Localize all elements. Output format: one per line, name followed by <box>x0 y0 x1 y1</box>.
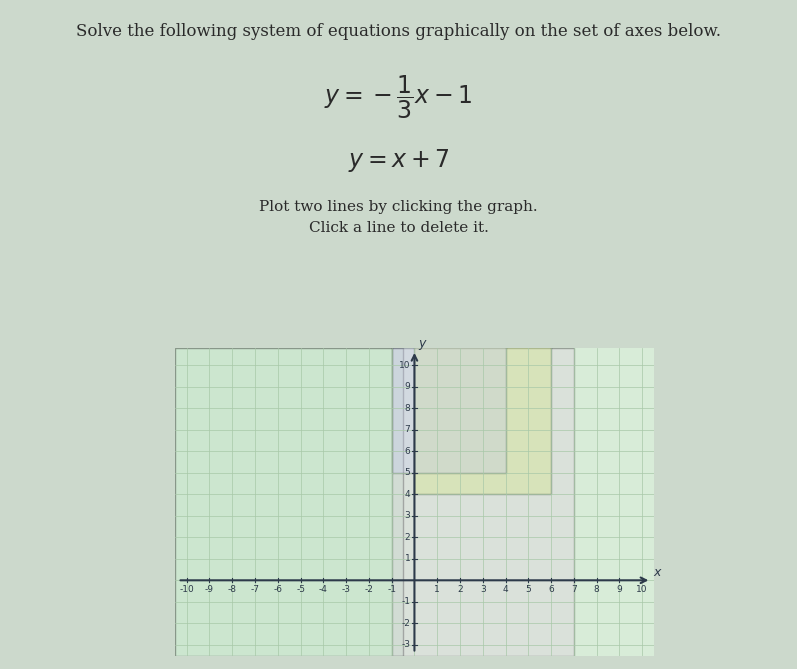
Text: $y = x + 7$: $y = x + 7$ <box>347 147 450 174</box>
Text: 5: 5 <box>405 468 410 477</box>
Text: -3: -3 <box>402 640 410 650</box>
Text: -9: -9 <box>205 585 214 594</box>
Text: 3: 3 <box>405 511 410 520</box>
Text: -3: -3 <box>342 585 351 594</box>
Text: 8: 8 <box>594 585 599 594</box>
Text: 8: 8 <box>405 403 410 413</box>
Text: -4: -4 <box>319 585 328 594</box>
Text: 9: 9 <box>405 382 410 391</box>
FancyBboxPatch shape <box>414 344 551 494</box>
FancyBboxPatch shape <box>391 348 574 656</box>
Text: -6: -6 <box>273 585 282 594</box>
Text: 7: 7 <box>571 585 577 594</box>
Text: y: y <box>418 337 426 350</box>
Text: 10: 10 <box>636 585 648 594</box>
Text: x: x <box>653 565 661 579</box>
Text: Solve the following system of equations graphically on the set of axes below.: Solve the following system of equations … <box>76 23 721 40</box>
Text: -1: -1 <box>402 597 410 606</box>
Text: 2: 2 <box>457 585 463 594</box>
Text: $y = -\dfrac{1}{3}x - 1$: $y = -\dfrac{1}{3}x - 1$ <box>324 74 473 120</box>
Text: -8: -8 <box>228 585 237 594</box>
Text: -2: -2 <box>402 619 410 628</box>
FancyBboxPatch shape <box>175 348 403 656</box>
FancyBboxPatch shape <box>391 344 505 473</box>
Text: 7: 7 <box>405 425 410 434</box>
Text: 6: 6 <box>405 447 410 456</box>
Text: -2: -2 <box>364 585 373 594</box>
Text: 4: 4 <box>405 490 410 498</box>
Text: 6: 6 <box>548 585 554 594</box>
Text: 1: 1 <box>405 555 410 563</box>
Text: 3: 3 <box>480 585 485 594</box>
Text: 5: 5 <box>525 585 531 594</box>
Text: -10: -10 <box>179 585 194 594</box>
Text: -1: -1 <box>387 585 396 594</box>
Text: Plot two lines by clicking the graph.
Click a line to delete it.: Plot two lines by clicking the graph. Cl… <box>259 199 538 235</box>
Text: 10: 10 <box>398 361 410 369</box>
Text: -5: -5 <box>296 585 305 594</box>
Text: 4: 4 <box>503 585 508 594</box>
Text: -7: -7 <box>250 585 260 594</box>
Text: 9: 9 <box>617 585 622 594</box>
Text: 1: 1 <box>434 585 440 594</box>
Text: 2: 2 <box>405 533 410 542</box>
